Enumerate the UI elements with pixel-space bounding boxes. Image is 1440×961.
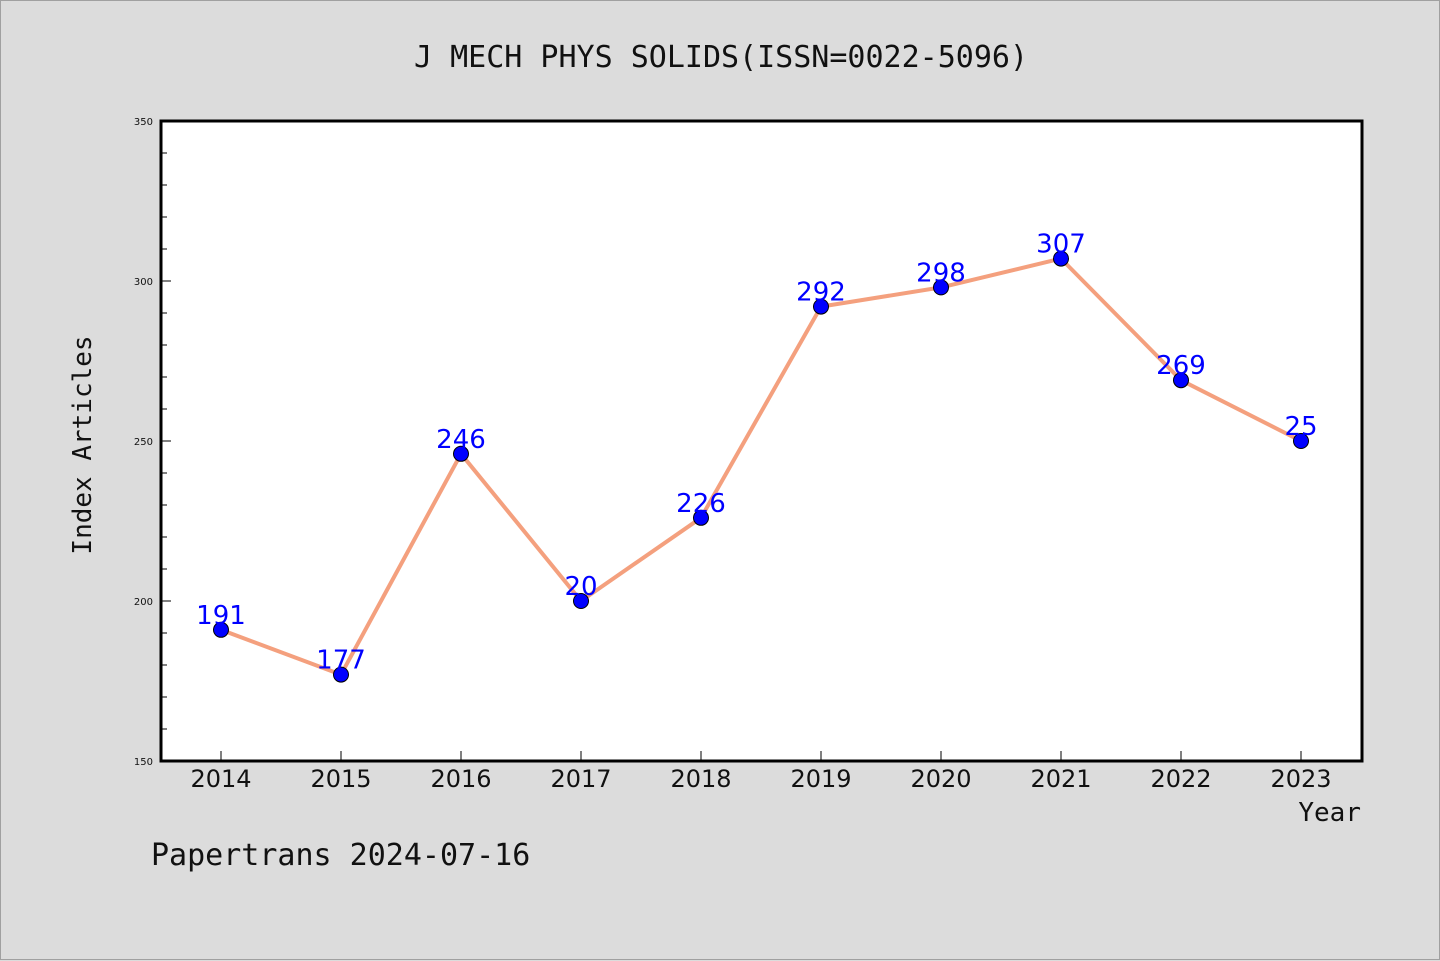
data-label: 307 [1036, 230, 1086, 260]
data-point [573, 593, 589, 609]
data-label: 20 [564, 572, 597, 602]
data-label: 226 [676, 489, 726, 519]
data-labels: 191 177 246 20 226 292 298 307 269 25 [196, 230, 1317, 676]
data-point [453, 445, 469, 462]
y-axis-label: Index Articles [68, 335, 98, 554]
x-tick-label: 2018 [670, 765, 731, 793]
data-point [1053, 250, 1069, 267]
data-point [813, 298, 829, 315]
x-tick-label: 2020 [910, 765, 971, 793]
x-tick-label: 2017 [550, 765, 611, 793]
data-label: 191 [196, 601, 246, 631]
x-tick-label: 2019 [790, 765, 851, 793]
x-tick-label: 2016 [430, 765, 491, 793]
data-point [213, 621, 229, 638]
x-tick-label: 2015 [310, 765, 371, 793]
y-tick-label: 150 [134, 757, 153, 768]
data-point [933, 279, 949, 296]
plot-area [159, 119, 1364, 763]
x-tick-label: 2022 [1150, 765, 1211, 793]
data-label: 25 [1284, 412, 1317, 442]
y-axis: 150 200 250 300 350 [134, 117, 171, 768]
y-tick-label: 200 [134, 597, 153, 608]
x-tick-label: 2023 [1270, 765, 1331, 793]
data-point [333, 666, 349, 683]
series-polyline [219, 256, 1303, 677]
data-point [1173, 372, 1189, 389]
series-line [219, 256, 1303, 677]
data-label: 292 [796, 278, 846, 308]
x-tick-label: 2021 [1030, 765, 1091, 793]
data-point [1293, 433, 1309, 449]
y-tick-label: 350 [134, 117, 153, 128]
data-label: 177 [316, 646, 366, 676]
data-label: 269 [1156, 351, 1206, 381]
data-label: 246 [436, 425, 486, 455]
chart-title: J MECH PHYS SOLIDS(ISSN=0022-5096) [414, 40, 1028, 75]
data-label: 298 [916, 258, 966, 288]
x-axis-label: Year [1298, 798, 1361, 828]
y-tick-label: 250 [134, 437, 153, 448]
data-point [693, 509, 709, 526]
x-axis: 2014 2015 2016 2017 2018 2019 2020 2021 2022 2023 [190, 751, 1332, 793]
y-tick-label: 300 [134, 277, 153, 288]
footer-source: Papertrans 2024-07-16 [151, 838, 530, 873]
data-points [213, 250, 1309, 683]
x-tick-label: 2014 [190, 765, 251, 793]
